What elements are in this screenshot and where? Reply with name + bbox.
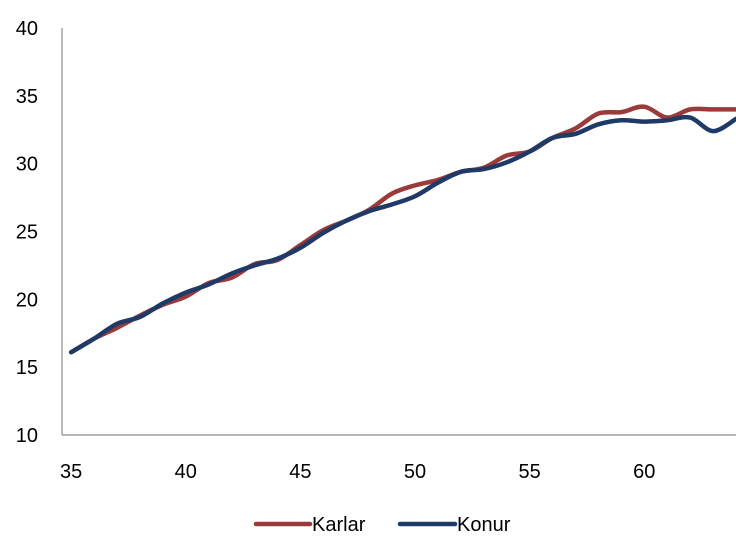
y-tick-label: 10 [16, 425, 38, 447]
y-tick-label: 35 [16, 86, 38, 108]
x-tick-label: 60 [633, 461, 655, 483]
axes-layer [61, 28, 736, 436]
x-tick-label: 55 [519, 461, 541, 483]
y-tick-label: 15 [16, 357, 38, 379]
y-tick-label: 25 [16, 222, 38, 244]
x-tick-label: 35 [60, 461, 82, 483]
x-tick-label: 50 [404, 461, 426, 483]
y-tick-label: 20 [16, 289, 38, 311]
legend-label-karlar: Karlar [312, 514, 366, 536]
x-tick-label: 45 [289, 461, 311, 483]
legend: Karlar Konur [253, 514, 511, 536]
legend-label-konur: Konur [457, 514, 511, 536]
tick-label-layer: 10 15 20 25 30 35 40 35 40 45 50 55 60 [16, 18, 656, 483]
series-line-karlar [68, 104, 736, 355]
series-line-konur [68, 114, 736, 355]
series-layer [68, 104, 736, 355]
x-tick-label: 40 [175, 461, 197, 483]
y-tick-label: 30 [16, 154, 38, 176]
y-tick-label: 40 [16, 18, 38, 40]
